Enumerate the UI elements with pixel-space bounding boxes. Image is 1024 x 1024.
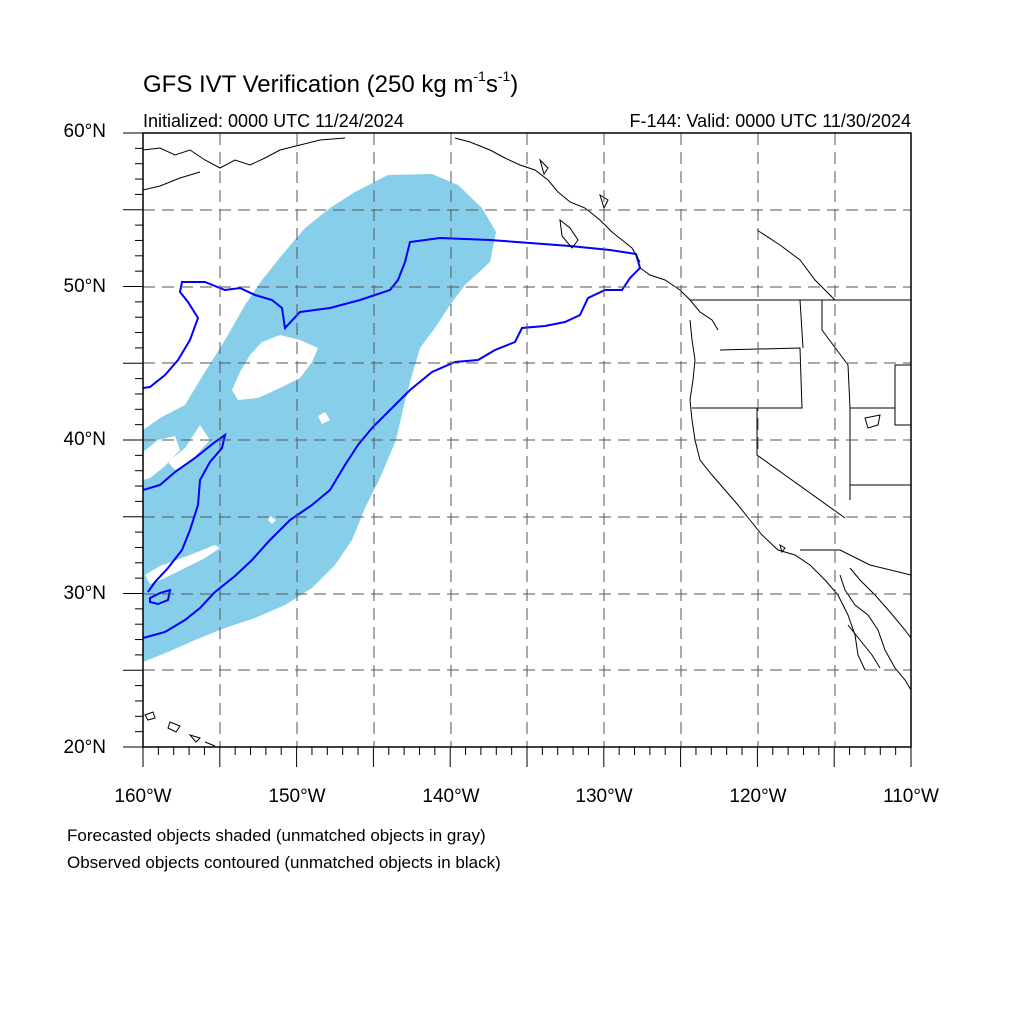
axis-ticks	[123, 132, 912, 767]
forecast-object	[143, 174, 496, 662]
title-unit-s: s	[485, 71, 498, 98]
lakes	[779, 414, 881, 554]
state-borders	[690, 229, 912, 576]
y-label-20n: 20°N	[63, 737, 106, 758]
x-label-140w: 140°W	[422, 786, 480, 807]
legend-observed: Observed objects contoured (unmatched ob…	[67, 853, 501, 872]
initialized-time: Initialized: 0000 UTC 11/24/2024	[143, 111, 404, 131]
gulf-california	[847, 567, 912, 669]
y-label-50n: 50°N	[63, 276, 106, 297]
x-label-150w: 150°W	[268, 786, 326, 807]
observed-contour-island	[149, 588, 172, 606]
x-label-130w: 130°W	[575, 786, 633, 807]
x-label-120w: 120°W	[729, 786, 787, 807]
west-coast	[639, 267, 912, 691]
coastlines	[142, 137, 912, 747]
hawaii	[144, 711, 216, 747]
y-label-30n: 30°N	[63, 583, 106, 604]
title-text: GFS IVT Verification (250 kg m	[143, 71, 474, 98]
legend-forecast: Forecasted objects shaded (unmatched obj…	[67, 826, 486, 845]
y-label-60n: 60°N	[63, 121, 106, 142]
valid-time: F-144: Valid: 0000 UTC 11/30/2024	[629, 111, 911, 131]
title-exponent-1: -1	[473, 68, 486, 84]
x-label-160w: 160°W	[114, 786, 172, 807]
x-label-110w: 110°W	[883, 786, 939, 807]
title-close: )	[510, 71, 519, 98]
title-exponent-2: -1	[497, 68, 511, 84]
chart-title: GFS IVT Verification (250 kg m-1s-1)	[143, 68, 519, 99]
graticule	[143, 133, 911, 747]
y-label-40n: 40°N	[63, 429, 106, 450]
alaska-coast	[142, 137, 641, 263]
observed-contour-south	[143, 432, 227, 593]
